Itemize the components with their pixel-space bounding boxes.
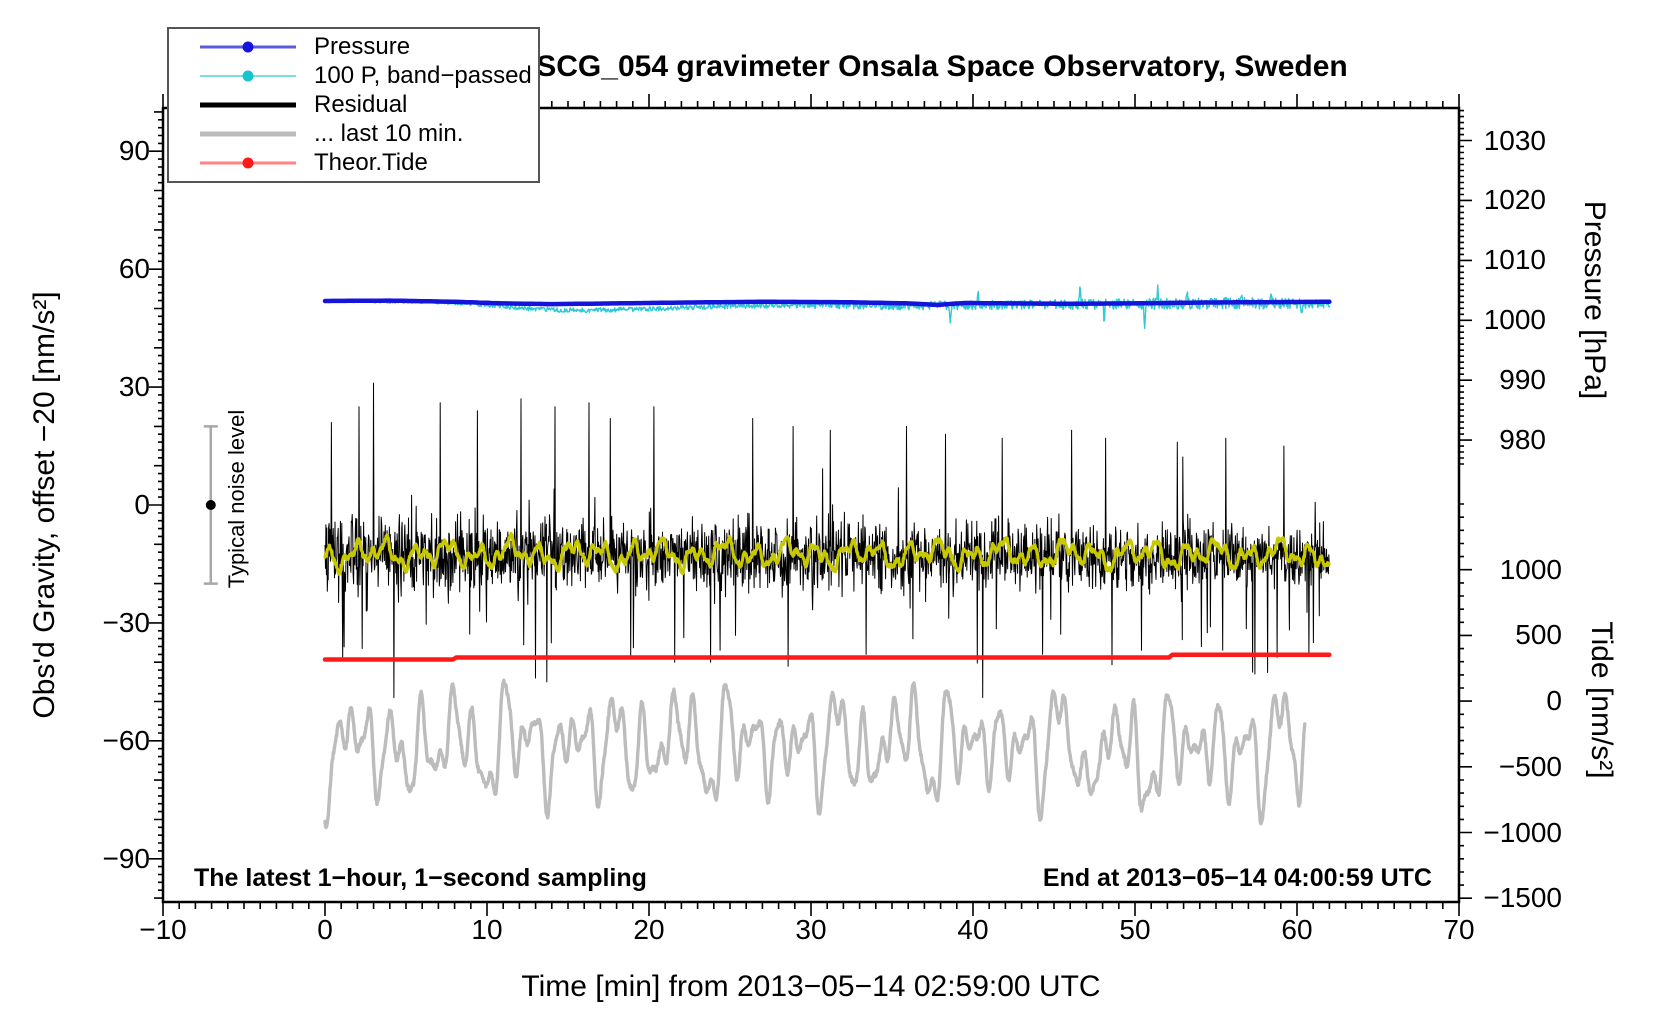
x-tick-label: 40 xyxy=(957,914,989,945)
x-tick-label: 0 xyxy=(317,914,333,945)
tide-tick-label: 500 xyxy=(1515,619,1562,651)
legend-label: Pressure xyxy=(314,33,411,60)
legend-item-residual: Residual xyxy=(169,91,538,119)
tide-axis-label: Tide [nm/s²] xyxy=(1585,621,1618,779)
gravity-tick-label: −30 xyxy=(102,606,151,638)
gravity-tick-label: 90 xyxy=(118,135,150,167)
pressure-tick-label: 1010 xyxy=(1483,244,1546,276)
sampling-annotation: The latest 1−hour, 1−second sampling xyxy=(194,864,647,892)
x-tick-label: 50 xyxy=(1119,914,1151,945)
legend-item-pressure: Pressure xyxy=(169,33,538,61)
residual-line-swatch xyxy=(200,91,296,119)
pressure-line-swatch xyxy=(200,33,296,61)
legend-label: Residual xyxy=(314,91,408,118)
legend-label: ... last 10 min. xyxy=(314,120,464,147)
gravity-tick-label: 60 xyxy=(118,253,150,285)
x-tick-label: 30 xyxy=(795,914,827,945)
pressure-tick-label: 1020 xyxy=(1483,184,1546,216)
pressure-tick-label: 990 xyxy=(1499,364,1546,396)
tide-tick-label: −1500 xyxy=(1483,882,1562,914)
x-tick-label: 20 xyxy=(633,914,665,945)
pressure-tick-label: 980 xyxy=(1499,424,1546,456)
last-10-min-line-swatch xyxy=(200,120,296,148)
pressure-tick-label: 1000 xyxy=(1483,304,1546,336)
gravity-tick-label: −90 xyxy=(102,842,151,874)
gravity-tick-label: 0 xyxy=(134,489,150,520)
tide-tick-label: 1000 xyxy=(1499,553,1562,585)
tide-tick-label: −1000 xyxy=(1483,816,1562,848)
theor-tide-line-swatch xyxy=(200,149,296,177)
x-tick-label: 70 xyxy=(1443,914,1475,945)
legend-label: 100 P, band−passed xyxy=(314,62,532,89)
band-passed-line-swatch xyxy=(200,62,296,90)
time-axis-label: Time [min] from 2013−05−14 02:59:00 UTC xyxy=(521,970,1101,1003)
end-time-annotation: End at 2013−05−14 04:00:59 UTC xyxy=(1042,864,1432,892)
pressure-tick-label: 1030 xyxy=(1483,124,1546,156)
page-title: SCG_054 gravimeter Onsala Space Observat… xyxy=(536,50,1348,83)
typical-noise-level-label: Typical noise level xyxy=(224,409,249,589)
x-tick-label: 10 xyxy=(471,914,503,945)
tide-tick-label: 0 xyxy=(1546,685,1562,717)
legend-item-band-passed: 100 P, band−passed xyxy=(169,62,538,90)
x-tick-label: 60 xyxy=(1281,914,1313,945)
legend-box: Pressure 100 P, band−passed Residual ...… xyxy=(167,27,540,183)
gravity-tick-label: 30 xyxy=(118,371,150,403)
legend-label: Theor.Tide xyxy=(314,149,428,176)
legend-item-theor-tide: Theor.Tide xyxy=(169,149,538,177)
gravity-tick-label: −60 xyxy=(102,724,151,756)
x-tick-label: −10 xyxy=(139,914,187,945)
tide-tick-label: −500 xyxy=(1498,750,1562,782)
legend-item-last-10-min: ... last 10 min. xyxy=(169,120,538,148)
